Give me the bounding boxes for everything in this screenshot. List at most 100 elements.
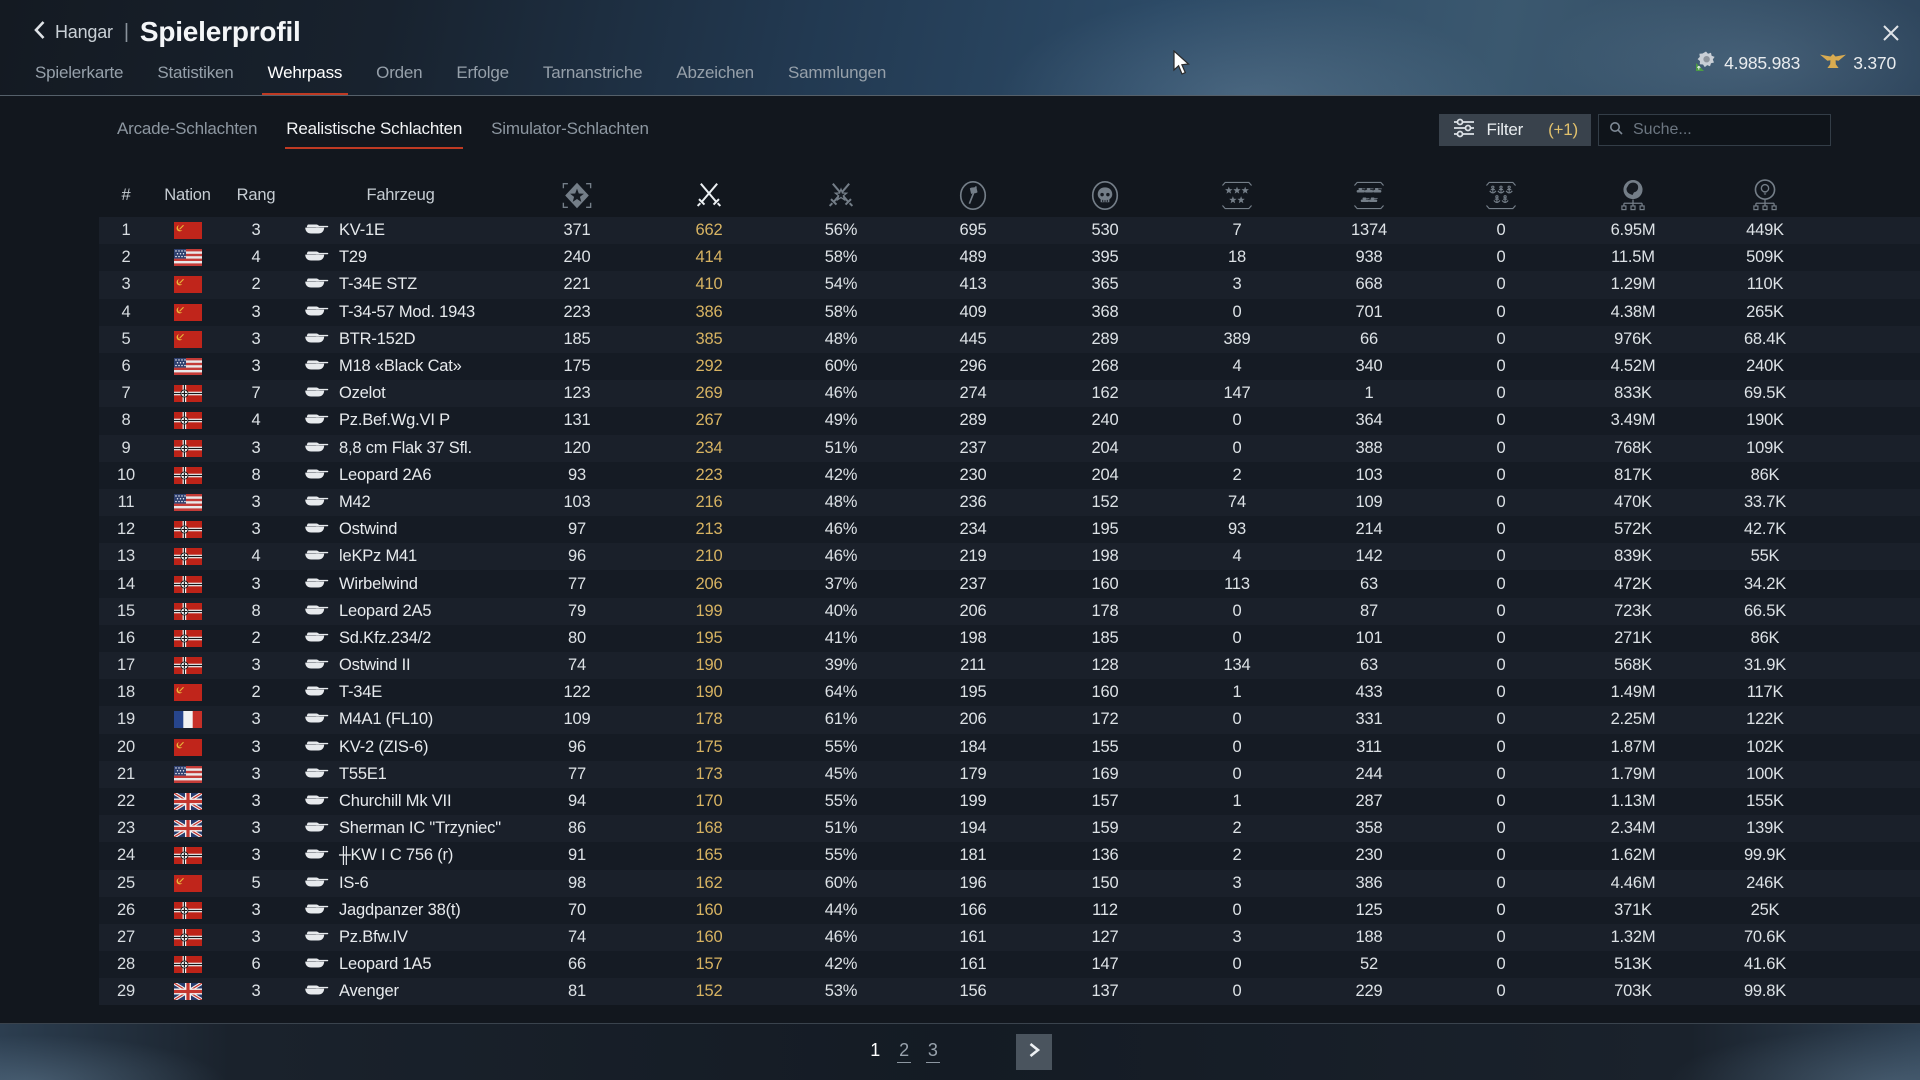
vehicle-cell: M42 bbox=[290, 493, 511, 512]
main-tab-spielerkarte[interactable]: Spielerkarte bbox=[35, 63, 124, 82]
back-button[interactable]: Hangar bbox=[33, 20, 113, 45]
column-header-kills-icon[interactable] bbox=[643, 177, 775, 214]
main-tab-abzeichen[interactable]: Abzeichen bbox=[676, 63, 754, 82]
column-header-naval-targets-destroyed-icon[interactable] bbox=[1435, 177, 1567, 214]
page-2[interactable]: 2 bbox=[897, 1040, 911, 1063]
vehicle-row[interactable]: 11 3 M42 103 216 48% 236 152 74 109 0 470K 33.7K bbox=[99, 488, 1920, 517]
vehicle-row[interactable]: 20 3 KV-2 (ZIS-6) 96 175 55% 184 155 0 311 0 1.8… bbox=[99, 733, 1920, 761]
mode-tab-arcade-schlachten[interactable]: Arcade-Schlachten bbox=[117, 119, 258, 138]
vehicle-row[interactable]: 1 3 KV-1E 371 662 56% 695 530 7 1374 0 6.95M 449K bbox=[99, 217, 1920, 245]
golden-eagles-balance[interactable]: 3.370 bbox=[1820, 52, 1896, 75]
nation-flag-uk-icon bbox=[153, 793, 222, 811]
vehicle-cell: T-34E bbox=[290, 683, 511, 702]
stat-cell: 568K bbox=[1614, 656, 1652, 675]
stat-cell: 99.9K bbox=[1743, 846, 1787, 865]
page-1[interactable]: 1 bbox=[870, 1040, 881, 1061]
vehicle-row[interactable]: 12 3 Ostwind 97 213 46% 234 195 93 214 0 572K 42.… bbox=[99, 516, 1920, 544]
column-header-ground-targets-destroyed-icon[interactable] bbox=[1303, 177, 1435, 214]
row-index: 8 bbox=[121, 411, 131, 430]
vehicle-rank: 3 bbox=[251, 900, 261, 919]
stat-cell: 194 bbox=[959, 819, 987, 838]
column-header-air-targets-destroyed-icon[interactable] bbox=[1171, 177, 1303, 214]
column-header-silver-lions-earned-icon[interactable] bbox=[1567, 177, 1699, 214]
main-tab-orden[interactable]: Orden bbox=[376, 63, 423, 82]
column-header-winrate-icon[interactable] bbox=[775, 177, 907, 214]
next-page-button[interactable] bbox=[1015, 1034, 1052, 1070]
vehicle-row[interactable]: 15 8 Leopard 2A5 79 199 40% 206 178 0 87 0 723K 6… bbox=[99, 597, 1920, 625]
main-tab-tarnanstriche[interactable]: Tarnanstriche bbox=[542, 63, 643, 82]
vehicle-row[interactable]: 10 8 Leopard 2A6 93 223 42% 230 204 2 103 0 817K… bbox=[99, 461, 1920, 489]
vehicle-cell: M18 «Black Cat» bbox=[290, 357, 511, 376]
stat-cell: 768K bbox=[1614, 438, 1652, 457]
stat-cell: 0 bbox=[1496, 628, 1506, 647]
vehicle-row[interactable]: 16 2 Sd.Kfz.234/2 80 195 41% 198 185 0 101 0 271… bbox=[99, 624, 1920, 652]
vehicle-row[interactable]: 8 4 Pz.Bef.Wg.VI P 131 267 49% 289 240 0 364 0 3… bbox=[99, 407, 1920, 435]
vehicle-row[interactable]: 9 3 8,8 cm Flak 37 Sfl. 120 234 51% 237 204 0… bbox=[99, 434, 1920, 462]
stat-cell: 96 bbox=[568, 547, 586, 566]
vehicle-row[interactable]: 4 3 T-34-57 Mod. 1943 223 386 58% 409 368 0 70… bbox=[99, 298, 1920, 326]
vehicle-row[interactable]: 6 3 M18 «Black Cat» 175 292 60% 296 268 4 340 0… bbox=[99, 352, 1920, 381]
column-header-deaths-skull-icon[interactable] bbox=[1039, 177, 1171, 214]
row-index: 27 bbox=[117, 927, 135, 946]
vehicle-row[interactable]: 21 3 T55E1 77 173 45% 179 169 0 244 0 1.79M 100K bbox=[99, 760, 1920, 788]
stat-cell: 41% bbox=[824, 628, 858, 647]
main-tab-sammlungen[interactable]: Sammlungen bbox=[787, 63, 887, 82]
column-header-sessions-flag-icon[interactable] bbox=[907, 177, 1039, 214]
main-tab-wehrpass[interactable]: Wehrpass bbox=[261, 63, 348, 96]
filter-active-count: (+1) bbox=[1548, 120, 1578, 139]
tank-icon bbox=[303, 819, 330, 838]
vehicle-cell: Leopard 1A5 bbox=[290, 955, 511, 974]
vehicle-row[interactable]: 27 3 Pz.Bfw.IV 74 160 46% 161 127 3 188 0 1.32M 7… bbox=[99, 923, 1920, 952]
stat-cell: 103 bbox=[563, 492, 591, 511]
vehicle-row[interactable]: 24 3 ╫KW I C 756 (r) 91 165 55% 181 136 2 230 0… bbox=[99, 842, 1920, 870]
vehicle-rank: 8 bbox=[251, 601, 261, 620]
silver-lions-balance[interactable]: 4.985.983 bbox=[1695, 50, 1800, 77]
mode-toolbar: Arcade-Schlachten Realistische Schlachten… bbox=[116, 114, 1831, 149]
nation-flag-germany-icon bbox=[153, 412, 222, 430]
vehicle-row[interactable]: 7 7 Ozelot 123 269 46% 274 162 147 1 0 833K 69.5K bbox=[99, 380, 1920, 408]
vehicle-row[interactable]: 29 3 Avenger 81 152 53% 156 137 0 229 0 703K 99.8… bbox=[99, 978, 1920, 1006]
stat-cell: 74 bbox=[568, 656, 586, 675]
vehicle-row[interactable]: 28 6 Leopard 1A5 66 157 42% 161 147 0 52 0 513K 4… bbox=[99, 951, 1920, 979]
stat-cell: 4 bbox=[1232, 357, 1242, 376]
main-tab-statistiken[interactable]: Statistiken bbox=[157, 63, 234, 82]
filter-button[interactable]: Filter (+1) bbox=[1438, 114, 1591, 146]
vehicle-row[interactable]: 2 4 T29 240 414 58% 489 395 18 938 0 11.5M 509K bbox=[99, 244, 1920, 272]
stat-cell: 42.7K bbox=[1743, 520, 1787, 539]
column-header-research-points-earned-icon[interactable] bbox=[1699, 177, 1831, 214]
main-tab-erfolge[interactable]: Erfolge bbox=[456, 63, 509, 82]
vehicle-row[interactable]: 13 4 leKPz M41 96 210 46% 219 198 4 142 0 839K 55… bbox=[99, 543, 1920, 571]
stat-cell: 0 bbox=[1496, 955, 1506, 974]
vehicle-row[interactable]: 25 5 IS-6 98 162 60% 196 150 3 386 0 4.46M 246K bbox=[99, 869, 1920, 897]
search-input[interactable] bbox=[1631, 120, 1820, 140]
search-field[interactable] bbox=[1598, 114, 1831, 146]
stat-cell: 472K bbox=[1614, 574, 1652, 593]
stat-cell: 0 bbox=[1496, 792, 1506, 811]
vehicle-row[interactable]: 22 3 Churchill Mk VII 94 170 55% 199 157 1 287… bbox=[99, 787, 1920, 816]
vehicle-row[interactable]: 14 3 Wirbelwind 77 206 37% 237 160 113 63 0 472K… bbox=[99, 570, 1920, 598]
stat-cell: 159 bbox=[1091, 819, 1119, 838]
vehicle-row[interactable]: 23 3 Sherman IC "Trzyniec" 86 168 51% 194 15… bbox=[99, 815, 1920, 843]
vehicle-row[interactable]: 18 2 T-34E 122 190 64% 195 160 1 433 0 1.49M 117K bbox=[99, 679, 1920, 707]
mode-tab-simulator-schlachten[interactable]: Simulator-Schlachten bbox=[491, 119, 649, 138]
stat-cell: 113 bbox=[1224, 574, 1250, 593]
vehicle-row[interactable]: 26 3 Jagdpanzer 38(t) 70 160 44% 166 112 0 125… bbox=[99, 896, 1920, 924]
column-header-battles-icon[interactable] bbox=[511, 177, 643, 214]
stat-cell: 230 bbox=[1355, 846, 1383, 865]
stat-cell: 1.49M bbox=[1610, 683, 1656, 702]
stat-cell: 69.5K bbox=[1743, 384, 1787, 403]
stat-cell: 0 bbox=[1496, 601, 1506, 620]
stat-cell: 195 bbox=[1091, 520, 1119, 539]
vehicle-row[interactable]: 5 3 BTR-152D 185 385 48% 445 289 389 66 0 976K 68… bbox=[99, 325, 1920, 353]
row-index: 18 bbox=[117, 683, 135, 702]
vehicle-row[interactable]: 19 3 M4A1 (FL10) 109 178 61% 206 172 0 331 0 2.2… bbox=[99, 706, 1920, 734]
close-button[interactable] bbox=[1876, 20, 1906, 50]
nation-flag-germany-icon bbox=[153, 629, 222, 647]
vehicle-row[interactable]: 3 2 T-34E STZ 221 410 54% 413 365 3 668 0 1.29M 1… bbox=[99, 271, 1920, 299]
row-index: 14 bbox=[117, 574, 135, 593]
page-3[interactable]: 3 bbox=[925, 1040, 940, 1063]
vehicle-row[interactable]: 17 3 Ostwind II 74 190 39% 211 128 134 63 0 568K… bbox=[99, 652, 1920, 680]
stat-cell: 3 bbox=[1232, 275, 1242, 294]
mode-tab-realistische-schlachten[interactable]: Realistische Schlachten bbox=[285, 117, 464, 149]
vehicle-rank: 3 bbox=[251, 574, 261, 593]
